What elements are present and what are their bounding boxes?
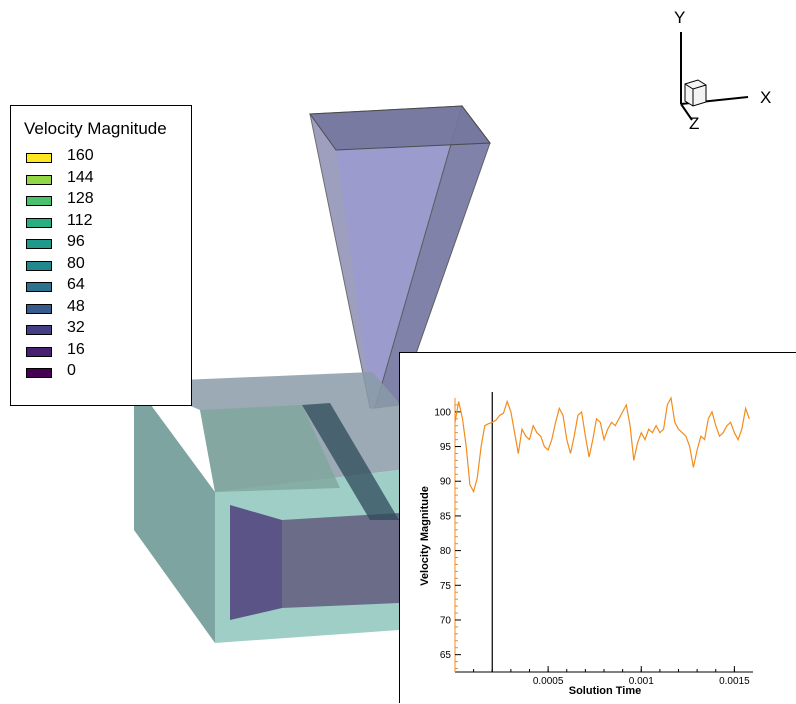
plot-ticks: 0.0005 0.001 0.0015 65 70 75 80 85 90 95 100 (434, 392, 750, 687)
y-tick-label: 70 (440, 615, 452, 626)
legend-label: 144 (67, 168, 94, 186)
legend-swatch (26, 368, 52, 378)
legend-swatch (26, 174, 52, 185)
legend-swatch (26, 282, 52, 292)
legend-swatch (26, 217, 52, 228)
legend-label: 48 (67, 297, 85, 315)
box-inner-recess (282, 513, 399, 608)
legend-entry: 160 (26, 147, 166, 168)
y-tick-label: 75 (440, 581, 452, 592)
box-front-left-face (134, 382, 215, 643)
legend-entry: 0 (26, 362, 166, 383)
y-tick-label: 80 (440, 546, 452, 557)
velocity-series-line (454, 396, 750, 494)
x-tick-label: 0.0015 (719, 676, 750, 687)
x-tick-label: 0.0005 (533, 676, 564, 687)
legend-swatch (26, 346, 52, 357)
x-axis-title: Solution Time (569, 685, 642, 697)
xy-plot-panel: 0.0005 0.001 0.0015 65 70 75 80 85 90 95 100 Solut… (399, 352, 796, 703)
y-tick-label: 90 (440, 477, 452, 488)
legend-label: 16 (67, 340, 85, 358)
legend-label: 96 (67, 233, 85, 250)
legend-entry: 48 (26, 297, 166, 319)
legend-swatch (26, 260, 52, 271)
contour-legend: Velocity Magnitude 160 144 128 112 96 80 64 48 3… (10, 105, 192, 406)
legend-title: Velocity Magnitude (24, 119, 167, 138)
z-axis-label: Z (689, 114, 699, 133)
legend-swatch (26, 196, 52, 206)
y-axis-title: Velocity Magnitude (419, 486, 431, 586)
legend-swatch (26, 325, 52, 335)
legend-entry: 64 (26, 276, 166, 297)
velocity-time-chart: 0.0005 0.001 0.0015 65 70 75 80 85 90 95 100 Solut… (419, 392, 753, 697)
legend-label: 64 (67, 276, 85, 293)
box-diagonal-face (302, 403, 399, 520)
y-axis-label: Y (674, 8, 685, 27)
triad-cube (684, 79, 707, 107)
nozzle-top-rim (309, 105, 491, 151)
legend-entry: 96 (26, 233, 166, 254)
x-axis-label: X (760, 88, 771, 107)
legend-label: 160 (67, 147, 94, 164)
legend-swatch (26, 239, 52, 249)
legend-swatch (26, 303, 52, 314)
z-axis-line (680, 103, 693, 121)
plot-series (454, 396, 750, 494)
axes-orientation-triad: Y X Z (674, 8, 771, 133)
legend-label: 80 (67, 254, 85, 272)
legend-label: 32 (67, 319, 85, 336)
y-tick-label: 65 (440, 650, 452, 661)
legend-entry: 128 (26, 190, 166, 211)
x-tick-label: 0.001 (629, 676, 654, 687)
legend-label: 112 (67, 211, 93, 229)
y-tick-label: 95 (440, 442, 452, 453)
y-tick-label: 100 (434, 407, 451, 418)
legend-entry: 80 (26, 254, 166, 276)
legend-label: 128 (67, 190, 94, 207)
box-inner-cavity (230, 505, 282, 620)
legend-swatch (26, 153, 52, 163)
y-tick-label: 85 (440, 511, 452, 522)
legend-entry: 16 (26, 340, 166, 362)
legend-entry: 32 (26, 319, 166, 340)
legend-entry: 112 (26, 211, 166, 233)
box-inner-step (200, 405, 340, 492)
legend-entry: 144 (26, 168, 166, 190)
legend-label: 0 (67, 362, 76, 379)
